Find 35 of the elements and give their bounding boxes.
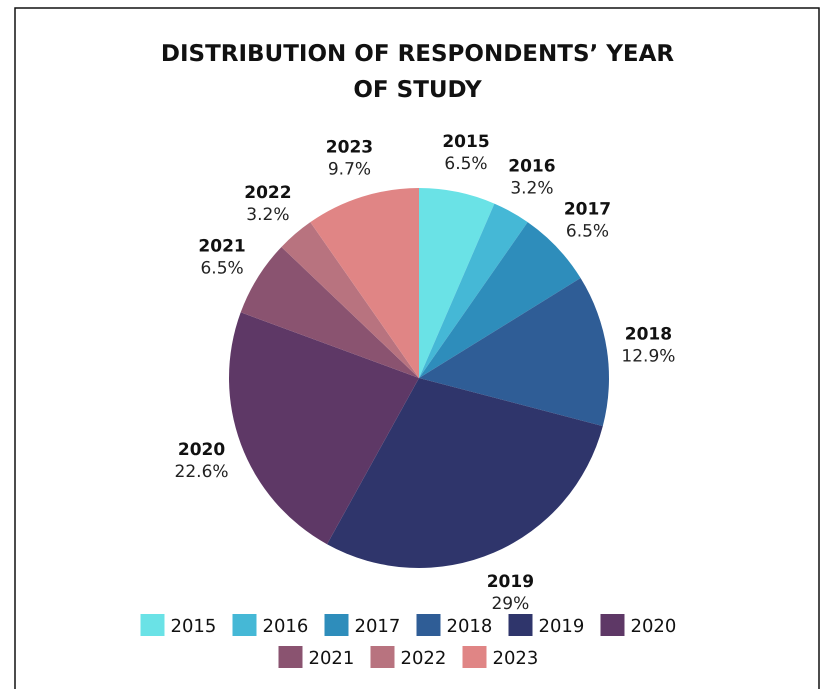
legend-label: 2021 <box>308 648 354 669</box>
data-label: 22.6% <box>174 462 229 482</box>
slice-label: 2022 <box>244 182 292 203</box>
data-label: 3.2% <box>246 204 290 225</box>
slice-label: 2019 <box>486 572 534 592</box>
data-label: 9.7% <box>328 160 372 180</box>
legend-label: 2015 <box>170 616 216 637</box>
pie-slice <box>229 312 419 544</box>
legend-label: 2017 <box>354 616 400 637</box>
data-label: 12.9% <box>621 346 676 367</box>
data-label: 29% <box>491 594 530 614</box>
data-label: 6.5% <box>444 154 488 174</box>
data-label: 3.2% <box>510 178 554 198</box>
slice-label: 2017 <box>564 200 612 220</box>
pie-slice <box>327 378 603 568</box>
slice-label: 2018 <box>624 324 672 345</box>
pie-slice <box>419 204 528 378</box>
slice-label: 2023 <box>326 138 374 158</box>
slice-label: 2016 <box>508 156 556 176</box>
legend-label: 2018 <box>446 616 492 637</box>
pie-slice <box>419 278 609 426</box>
pie-slice <box>281 222 419 378</box>
data-label: 6.5% <box>566 222 610 242</box>
legend-label: 2019 <box>538 616 584 637</box>
legend-label: 2020 <box>630 616 676 637</box>
pie-slice <box>310 188 419 378</box>
slice-label: 2015 <box>442 132 490 152</box>
chart-title: DISTRIBUTION OF RESPONDENTS’ YEAR OF STUDY <box>160 41 674 103</box>
slice-label: 2020 <box>178 440 226 460</box>
slice-label: 2021 <box>198 236 246 256</box>
data-label: 6.5% <box>200 258 244 278</box>
legend-label: 2016 <box>262 616 308 637</box>
legend-label: 2023 <box>492 648 538 669</box>
pie-slice <box>419 188 494 378</box>
legend-label: 2022 <box>400 648 446 669</box>
